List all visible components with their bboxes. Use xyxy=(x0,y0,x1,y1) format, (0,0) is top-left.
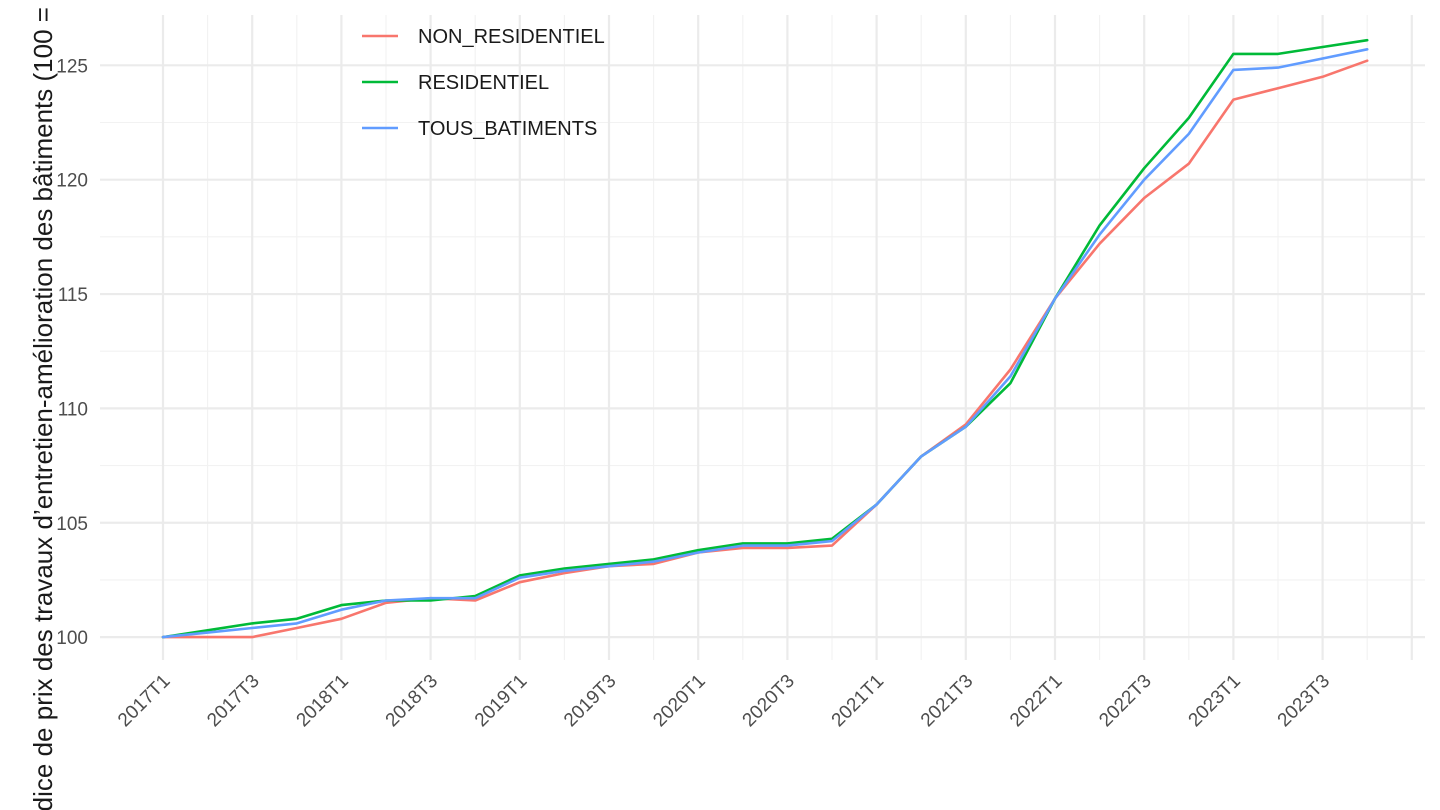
series-line-residentiel xyxy=(161,38,1369,639)
x-tick-label: 2023T1 xyxy=(1185,671,1245,731)
major-gridlines xyxy=(100,15,1425,660)
y-tick-label: 120 xyxy=(56,171,88,192)
legend: NON_RESIDENTIEL RESIDENTIEL TOUS_BATIMENTS xyxy=(362,26,605,140)
x-tick-label: 2018T1 xyxy=(293,671,353,731)
y-tick-label: 110 xyxy=(58,399,88,420)
x-tick-label: 2022T1 xyxy=(1006,671,1066,731)
x-tick-label: 2020T3 xyxy=(739,671,799,731)
y-tick-label: 115 xyxy=(58,285,88,306)
y-axis-tick-labels: 100 105 110 115 120 125 xyxy=(56,56,88,649)
x-tick-label: 2017T1 xyxy=(114,671,174,731)
y-tick-label: 100 xyxy=(56,628,88,649)
x-tick-label: 2018T3 xyxy=(382,671,442,731)
y-tick-label: 125 xyxy=(56,56,88,77)
x-tick-label: 2020T1 xyxy=(649,671,709,731)
x-tick-label: 2023T3 xyxy=(1274,671,1334,731)
y-tick-label: 105 xyxy=(56,514,88,535)
x-tick-label: 2022T3 xyxy=(1095,671,1155,731)
x-tick-label: 2021T1 xyxy=(828,671,888,731)
minor-gridlines xyxy=(100,15,1425,660)
legend-label: RESIDENTIEL xyxy=(418,72,549,94)
x-tick-label: 2017T3 xyxy=(203,671,263,731)
series-line-tous-batiments xyxy=(161,47,1369,639)
x-tick-label: 2019T3 xyxy=(560,671,620,731)
x-tick-label: 2019T1 xyxy=(471,671,531,731)
series-line-non-residentiel xyxy=(161,59,1369,639)
x-axis-tick-labels: 2017T1 2017T3 2018T1 2018T3 2019T1 2019T3 2020… xyxy=(114,671,1334,731)
series-lines xyxy=(161,38,1369,639)
y-axis-label: Indice de prix des travaux d’entretien-a… xyxy=(28,0,58,810)
x-tick-label: 2021T3 xyxy=(917,671,977,731)
legend-label: TOUS_BATIMENTS xyxy=(418,118,597,140)
legend-label: NON_RESIDENTIEL xyxy=(418,26,605,48)
